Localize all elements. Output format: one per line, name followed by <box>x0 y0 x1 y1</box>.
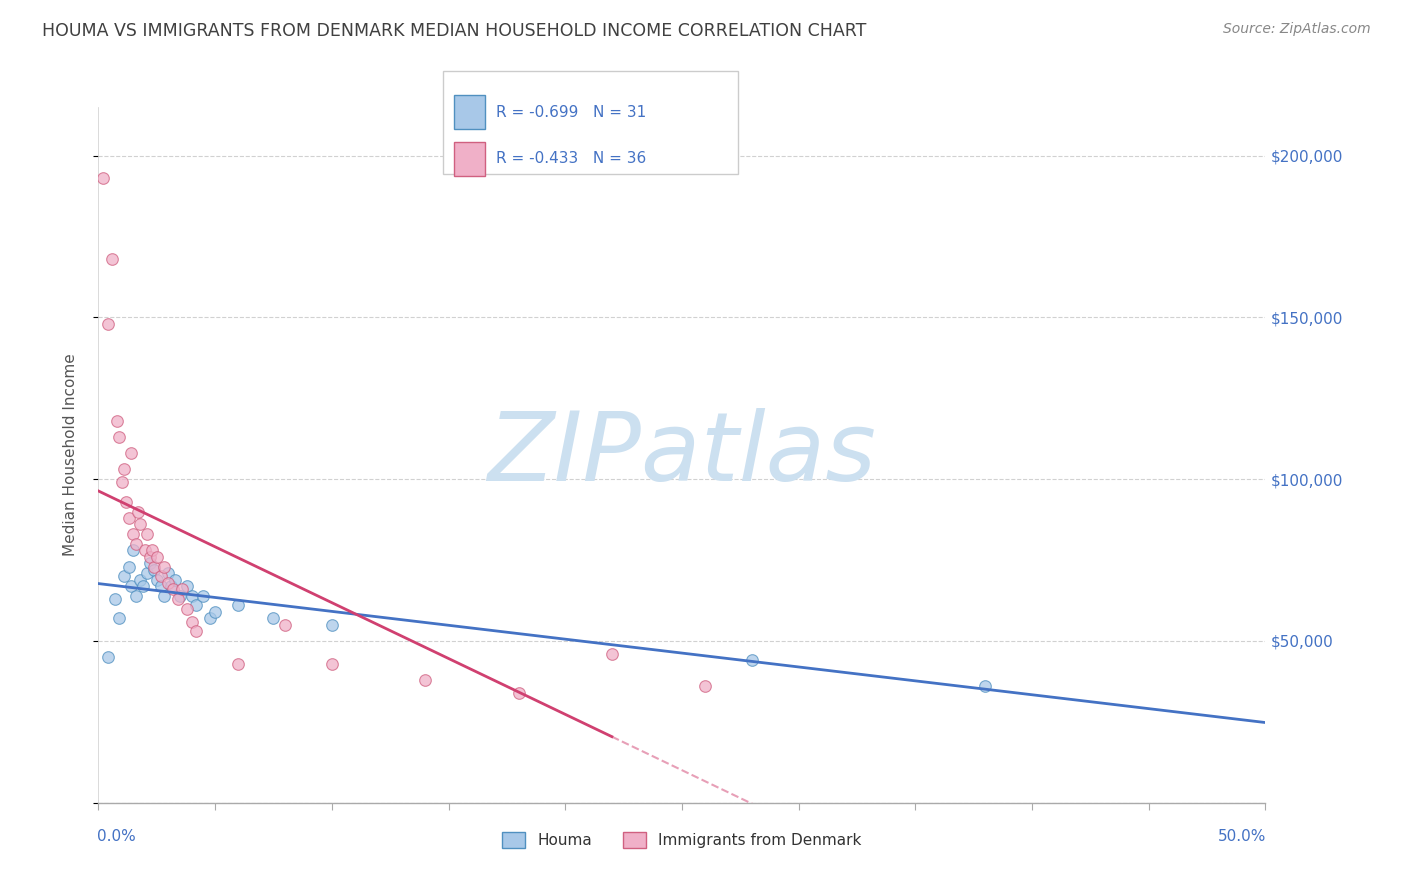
Point <box>186 599 208 613</box>
Point <box>159 579 181 593</box>
Point <box>104 591 127 606</box>
Point <box>321 657 343 671</box>
Legend: Houma, Immigrants from Denmark: Houma, Immigrants from Denmark <box>496 826 868 855</box>
Point <box>105 414 128 428</box>
Point <box>150 579 173 593</box>
Point <box>122 543 145 558</box>
Point <box>111 475 134 490</box>
Point <box>125 589 148 603</box>
Point <box>262 611 284 625</box>
Point <box>146 573 169 587</box>
Point <box>974 679 997 693</box>
Point <box>508 686 530 700</box>
Point <box>118 559 141 574</box>
Point <box>108 430 131 444</box>
Point <box>132 579 155 593</box>
Text: Source: ZipAtlas.com: Source: ZipAtlas.com <box>1223 22 1371 37</box>
Point <box>157 566 180 580</box>
Point <box>741 653 763 667</box>
Point <box>122 527 145 541</box>
Point <box>180 615 202 629</box>
Point <box>180 589 202 603</box>
Point <box>176 579 198 593</box>
Text: R = -0.699   N = 31: R = -0.699 N = 31 <box>496 105 647 120</box>
Point <box>274 617 297 632</box>
Point <box>127 504 149 518</box>
Point <box>600 647 623 661</box>
Point <box>139 549 162 564</box>
Point <box>97 317 120 331</box>
Point <box>118 511 141 525</box>
Point <box>143 559 166 574</box>
Text: HOUMA VS IMMIGRANTS FROM DENMARK MEDIAN HOUSEHOLD INCOME CORRELATION CHART: HOUMA VS IMMIGRANTS FROM DENMARK MEDIAN … <box>42 22 866 40</box>
Point <box>143 563 166 577</box>
Point <box>108 611 131 625</box>
Point <box>129 517 152 532</box>
Point <box>695 679 717 693</box>
Point <box>176 601 198 615</box>
Point <box>169 589 191 603</box>
Point <box>413 673 436 687</box>
Point <box>193 589 215 603</box>
Point <box>141 543 163 558</box>
Y-axis label: Median Household Income: Median Household Income <box>63 353 77 557</box>
Point <box>139 557 162 571</box>
Text: 50.0%: 50.0% <box>1218 829 1267 844</box>
Point <box>204 605 226 619</box>
Point <box>186 624 208 639</box>
Point <box>146 549 169 564</box>
Text: R = -0.433   N = 36: R = -0.433 N = 36 <box>496 151 647 166</box>
Point <box>200 611 222 625</box>
Point <box>101 252 124 267</box>
Point <box>120 446 142 460</box>
Point <box>112 569 135 583</box>
Point <box>228 599 250 613</box>
Point <box>172 582 194 597</box>
Point <box>112 462 135 476</box>
Text: 0.0%: 0.0% <box>97 829 136 844</box>
Point <box>162 582 184 597</box>
Point <box>321 617 343 632</box>
Point <box>136 527 159 541</box>
Text: ZIPatlas: ZIPatlas <box>488 409 876 501</box>
Point <box>125 537 148 551</box>
Point <box>150 569 173 583</box>
Point <box>134 543 156 558</box>
Point <box>97 650 120 665</box>
Point <box>136 566 159 580</box>
Point <box>91 171 114 186</box>
Point <box>152 589 174 603</box>
Point <box>120 579 142 593</box>
Point <box>115 495 138 509</box>
Point <box>129 573 152 587</box>
Point <box>228 657 250 671</box>
Point <box>157 575 180 590</box>
Point <box>165 573 187 587</box>
Point <box>152 559 174 574</box>
Point <box>166 591 188 606</box>
